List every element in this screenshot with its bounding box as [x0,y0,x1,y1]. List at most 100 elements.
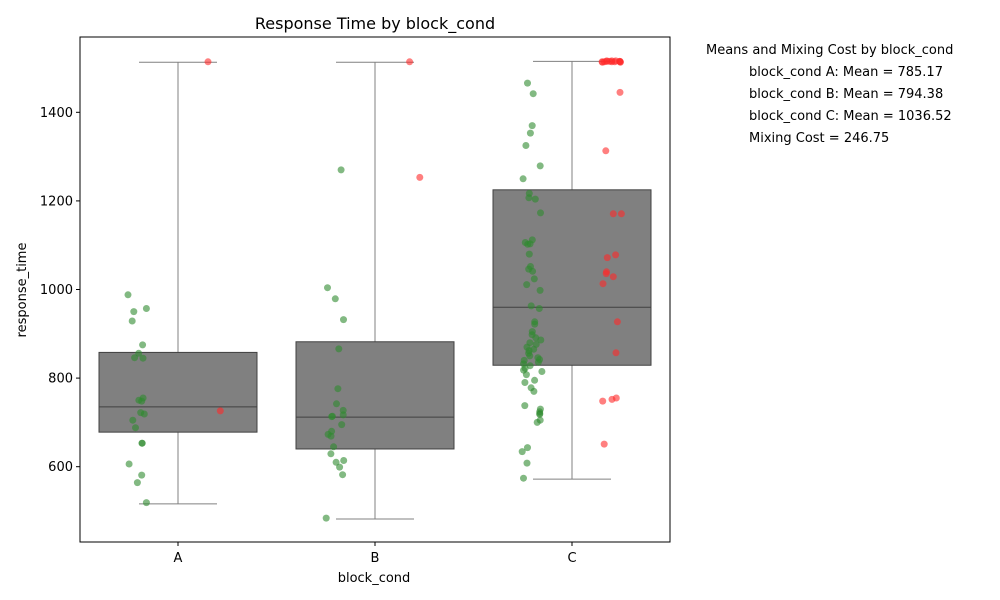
green-point-b [340,316,347,324]
green-point-c [523,459,531,467]
red-point-c [617,210,625,218]
red-point-c [609,273,617,281]
green-point-a [129,416,137,424]
annotation-header: Means and Mixing Cost by block_cond [706,43,953,58]
green-point-b [339,411,347,419]
green-point-c [530,387,538,395]
green-point-c [526,352,534,360]
green-point-a [131,354,139,362]
green-point-b [336,463,344,471]
annotation-mixing-cost: Mixing Cost = 246.75 [749,131,889,146]
green-point-c [538,368,546,375]
green-point-c [529,90,537,98]
green-point-c [534,358,542,366]
green-point-c [519,175,527,183]
green-point-c [522,142,530,149]
red-point-c [602,147,610,155]
red-point-c [600,440,608,448]
green-point-c [537,336,545,344]
green-point-c [528,122,536,130]
green-point-c [521,379,529,386]
green-point-a [124,291,132,299]
green-point-a [138,397,146,405]
green-point-c [536,286,544,294]
boxes-layer [98,60,652,520]
green-point-c [531,195,539,203]
green-point-b [324,284,331,292]
green-point-b [339,471,347,479]
green-point-c [536,162,544,170]
green-point-c [524,240,532,248]
green-point-b [327,450,335,458]
y-tick-label: 1400 [40,106,73,121]
red-point-c [616,88,624,96]
green-point-a [135,349,143,357]
green-point-a [140,410,148,418]
green-point-b [340,457,348,464]
y-tick-label: 800 [48,372,73,387]
green-point-c [518,448,526,456]
red-point-c [608,395,616,403]
green-point-b [331,295,339,303]
red-point-c [598,58,606,66]
x-tick-label: C [567,551,576,566]
green-point-c [523,281,531,289]
annotation-mean-c: block_cond C: Mean = 1036.52 [749,109,952,124]
red-point-c [612,349,620,357]
y-axis-label: response_time [15,243,30,338]
chart-title: Response Time by block_cond [255,14,495,34]
green-point-a [139,354,147,362]
box-a [98,351,258,433]
green-point-c [529,267,537,275]
red-point-c [612,251,620,259]
red-point-b [406,58,414,66]
green-point-c [533,418,541,426]
green-point-a [139,341,147,349]
red-point-c [616,58,624,66]
green-point-b [328,413,336,421]
green-point-c [525,194,533,202]
green-point-c [522,371,530,379]
green-point-a [128,317,136,325]
green-point-b [332,458,340,466]
green-point-c [521,402,529,410]
green-point-a [142,499,150,507]
green-point-a [132,424,139,432]
box-c [492,189,652,366]
green-point-a [142,305,150,312]
red-point-c [599,397,607,405]
green-point-a [125,460,133,468]
red-point-a [204,58,212,66]
green-point-b [335,345,343,353]
means-annotation: Means and Mixing Cost by block_cond bloc… [706,43,953,146]
green-point-c [537,209,544,217]
y-tick-label: 1200 [40,194,73,209]
red-point-c [609,210,617,218]
green-point-a [138,439,146,447]
green-point-b [334,385,342,393]
red-point-b [416,173,424,181]
green-point-c [524,444,531,452]
green-point-c [530,275,538,283]
red-point-c [602,270,610,278]
green-point-c [535,305,543,312]
green-point-c [531,376,539,384]
green-point-b [322,514,330,522]
green-point-b [327,432,335,440]
y-tick-label: 600 [48,460,73,475]
red-point-c [613,318,621,326]
green-point-c [524,79,531,87]
axes-layer: 600 800 1000 1200 1400 A B C [40,106,577,566]
green-point-c [520,474,527,482]
x-tick-label: B [371,551,380,566]
green-point-a [138,471,146,479]
box-b [295,341,455,450]
green-point-b [330,443,338,451]
green-point-c [525,250,533,258]
red-point-c [603,254,611,262]
red-point-c [611,58,619,66]
y-tick-label: 1000 [40,283,73,298]
green-point-b [338,421,346,429]
red-point-a [216,407,224,415]
